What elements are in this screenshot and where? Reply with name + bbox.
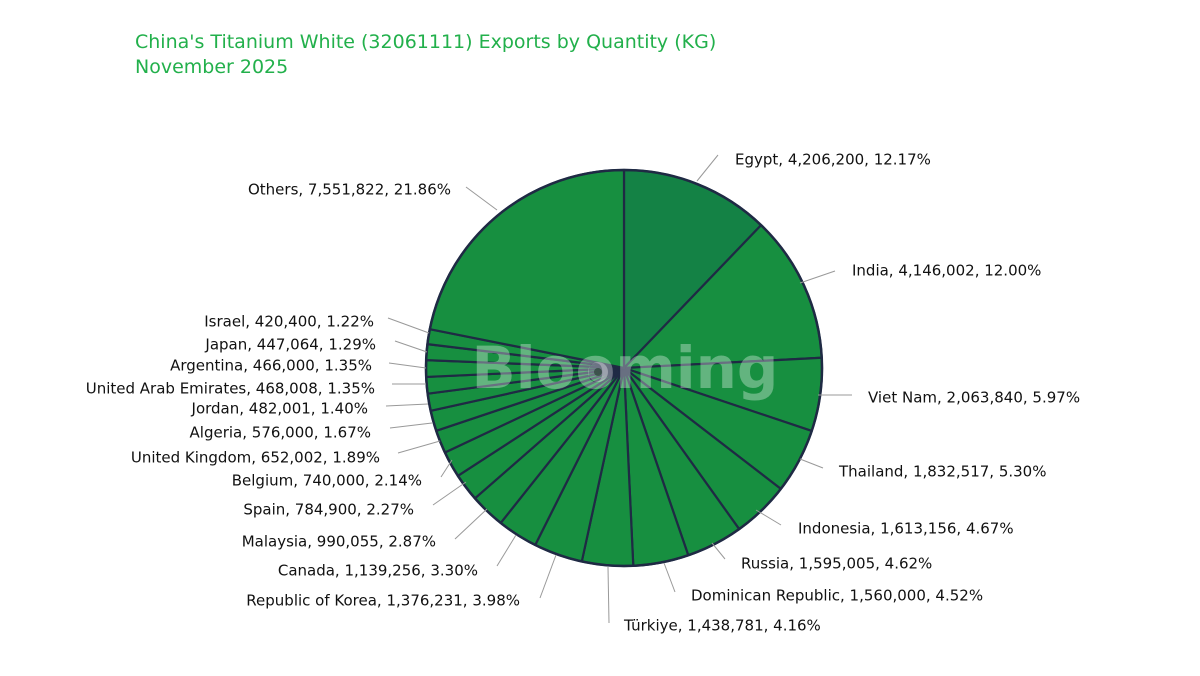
slice-label: Argentina, 466,000, 1.35% (170, 357, 372, 375)
leader-line (755, 509, 782, 526)
slice-label: Belgium, 740,000, 2.14% (232, 472, 422, 490)
slice-label: Türkiye, 1,438,781, 4.16% (623, 617, 821, 635)
leader-line (397, 440, 441, 454)
slice-label: Canada, 1,139,256, 3.30% (278, 562, 478, 580)
leader-line (539, 554, 557, 599)
slice-label: Spain, 784,900, 2.27% (243, 501, 414, 519)
leader-line (496, 534, 517, 567)
slice-label: Malaysia, 990,055, 2.87% (242, 533, 436, 551)
leader-line (389, 422, 433, 429)
leader-line (696, 154, 719, 182)
slice-label: Algeria, 576,000, 1.67% (190, 424, 371, 442)
chart-title: China's Titanium White (32061111) Export… (135, 30, 716, 80)
leader-line (440, 459, 453, 478)
leader-line (388, 362, 427, 369)
leader-line (465, 186, 498, 211)
leader-line (385, 403, 429, 407)
leader-line (607, 566, 610, 624)
leader-line (663, 562, 676, 593)
slice-label: United Kingdom, 652,002, 1.89% (131, 449, 380, 467)
leader-line (454, 508, 488, 540)
watermark-eye-icon (588, 362, 608, 382)
slice-label: Republic of Korea, 1,376,231, 3.98% (246, 592, 520, 610)
leader-line (799, 458, 824, 469)
slice-label: Egypt, 4,206,200, 12.17% (735, 151, 931, 169)
leader-line (799, 270, 836, 284)
slice-label: Indonesia, 1,613,156, 4.67% (798, 520, 1014, 538)
pie-slices (424, 168, 824, 568)
slice-label: United Arab Emirates, 468,008, 1.35% (86, 380, 375, 398)
slice-label: Viet Nam, 2,063,840, 5.97% (868, 389, 1080, 407)
slice-label: Others, 7,551,822, 21.86% (248, 181, 451, 199)
watermark: Blooming (472, 334, 779, 402)
leader-line (387, 317, 430, 334)
leader-line (711, 542, 726, 560)
slice-label: India, 4,146,002, 12.00% (852, 262, 1041, 280)
chart-title-line-1: China's Titanium White (32061111) Export… (135, 31, 717, 53)
leader-line (394, 340, 428, 353)
slice-label: Russia, 1,595,005, 4.62% (741, 555, 932, 573)
slice-label: Jordan, 482,001, 1.40% (191, 400, 368, 418)
leader-line (432, 481, 467, 506)
slice-label: Japan, 447,064, 1.29% (204, 336, 376, 354)
chart-subtitle: November 2025 (135, 56, 289, 78)
slice-labels: Egypt, 4,206,200, 12.17% India, 4,146,002… (86, 151, 1080, 635)
slice-label: Israel, 420,400, 1.22% (204, 313, 374, 331)
leader-lines (385, 154, 852, 624)
slice-label: Thailand, 1,832,517, 5.30% (838, 463, 1046, 481)
slice-label: Dominican Republic, 1,560,000, 4.52% (691, 587, 983, 605)
